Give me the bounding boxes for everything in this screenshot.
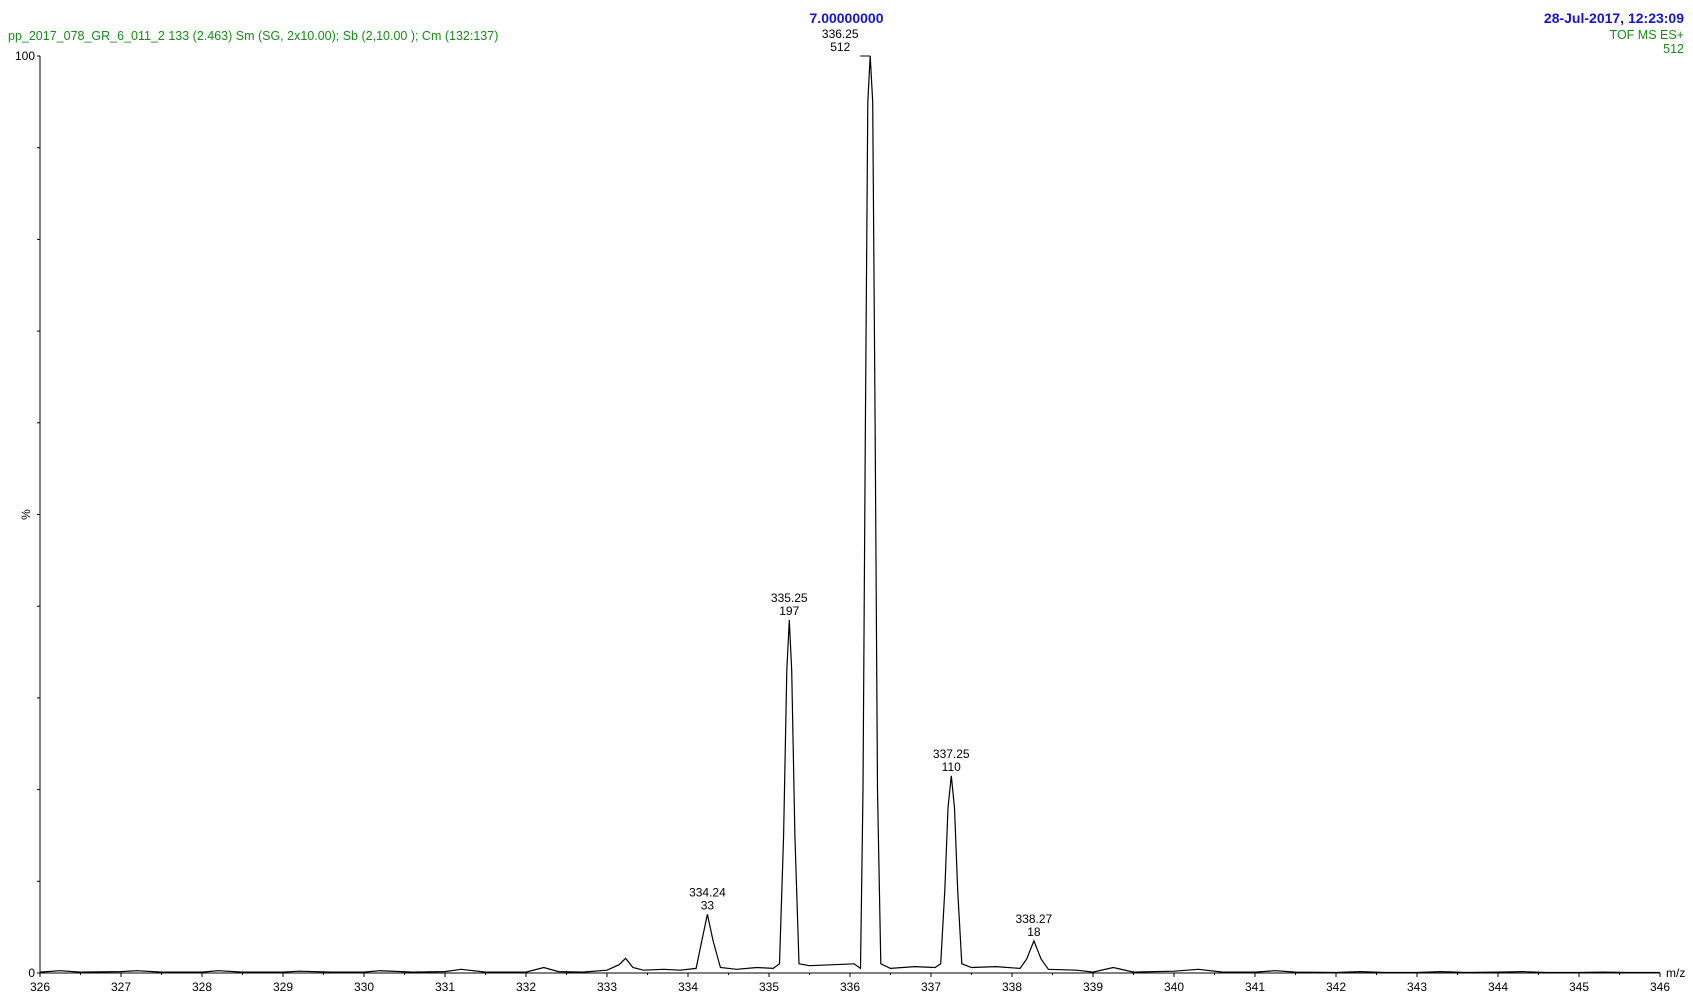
peak-intensity-label: 197	[779, 604, 799, 618]
peak-mz-label: 337.25	[933, 747, 970, 761]
y-tick-label: 100	[15, 49, 35, 63]
x-tick-label: 329	[273, 980, 293, 994]
x-tick-label: 331	[435, 980, 455, 994]
x-tick-label: 326	[30, 980, 50, 994]
y-axis-ticks: 100 0	[15, 49, 40, 980]
x-tick-label: 334	[678, 980, 698, 994]
x-tick-label: 327	[111, 980, 131, 994]
x-tick-label: 328	[192, 980, 212, 994]
peak-mz-label: 338.27	[1016, 912, 1053, 926]
spectrum-info-line: pp_2017_078_GR_6_011_2 133 (2.463) Sm (S…	[8, 29, 499, 43]
x-tick-label: 343	[1407, 980, 1427, 994]
x-tick-label: 342	[1326, 980, 1346, 994]
x-tick-label: 330	[354, 980, 374, 994]
x-tick-label: 336	[840, 980, 860, 994]
peak-intensity-label: 33	[701, 898, 715, 912]
spectrum-trace	[39, 55, 1660, 974]
peak-mz-label: 335.25	[771, 591, 808, 605]
spectrum-center-title: 7.00000000	[809, 10, 884, 26]
x-tick-label: 333	[597, 980, 617, 994]
chart-axes	[39, 56, 1660, 974]
x-axis-label: m/z	[1666, 966, 1685, 980]
y-tick-label: 0	[28, 966, 35, 980]
x-tick-label: 341	[1245, 980, 1265, 994]
x-tick-label: 344	[1488, 980, 1508, 994]
x-tick-label: 339	[1083, 980, 1103, 994]
x-tick-label: 338	[1002, 980, 1022, 994]
x-tick-label: 346	[1650, 980, 1670, 994]
y-axis-label: %	[19, 509, 33, 520]
peak-intensity-label: 110	[942, 760, 961, 774]
x-tick-label: 337	[921, 980, 941, 994]
peak-mz-label: 334.24	[689, 885, 726, 899]
peak-mz-label: 336.25	[822, 27, 859, 41]
x-axis-ticks: 326 327 328 329 330 331 332 333 334 335 336 337 338 3…	[30, 973, 1670, 994]
ionization-mode-label: TOF MS ES+	[1609, 28, 1684, 42]
x-tick-label: 335	[759, 980, 779, 994]
acquisition-timestamp: 28-Jul-2017, 12:23:09	[1543, 10, 1684, 26]
x-tick-label: 340	[1164, 980, 1184, 994]
max-intensity-label: 512	[1663, 42, 1684, 56]
peak-intensity-label: 18	[1027, 925, 1041, 939]
x-tick-label: 332	[516, 980, 536, 994]
peak-intensity-label: 512	[830, 40, 850, 54]
x-tick-label: 345	[1569, 980, 1589, 994]
